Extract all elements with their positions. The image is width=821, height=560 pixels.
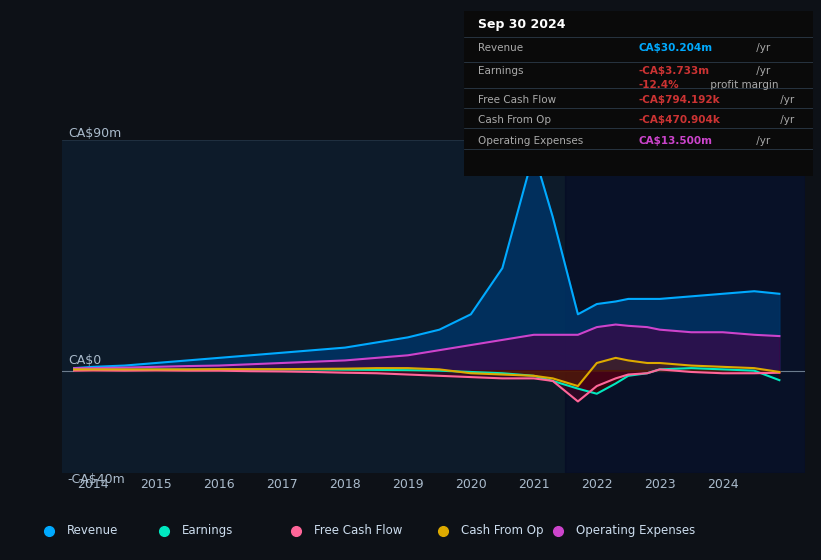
- Text: CA$0: CA$0: [68, 354, 101, 367]
- Text: /yr: /yr: [777, 95, 794, 105]
- Text: -CA$470.904k: -CA$470.904k: [639, 115, 720, 125]
- Text: CA$90m: CA$90m: [68, 127, 122, 140]
- Text: /yr: /yr: [754, 43, 771, 53]
- Text: Operating Expenses: Operating Expenses: [478, 136, 583, 146]
- Text: /yr: /yr: [754, 67, 771, 77]
- Text: CA$13.500m: CA$13.500m: [639, 136, 713, 146]
- Text: Earnings: Earnings: [182, 524, 234, 538]
- Text: -12.4%: -12.4%: [639, 80, 679, 90]
- Text: Cash From Op: Cash From Op: [461, 524, 544, 538]
- Text: Sep 30 2024: Sep 30 2024: [478, 18, 566, 31]
- Text: /yr: /yr: [754, 136, 771, 146]
- Text: Operating Expenses: Operating Expenses: [576, 524, 695, 538]
- Text: Revenue: Revenue: [478, 43, 523, 53]
- Text: Revenue: Revenue: [67, 524, 119, 538]
- Text: profit margin: profit margin: [708, 80, 779, 90]
- Text: Free Cash Flow: Free Cash Flow: [314, 524, 402, 538]
- Text: Earnings: Earnings: [478, 67, 523, 77]
- Text: /yr: /yr: [777, 115, 794, 125]
- Bar: [566, 140, 805, 473]
- Text: Free Cash Flow: Free Cash Flow: [478, 95, 556, 105]
- Text: -CA$40m: -CA$40m: [68, 473, 126, 486]
- Text: -CA$3.733m: -CA$3.733m: [639, 67, 709, 77]
- Text: Cash From Op: Cash From Op: [478, 115, 551, 125]
- Text: CA$30.204m: CA$30.204m: [639, 43, 713, 53]
- Text: -CA$794.192k: -CA$794.192k: [639, 95, 720, 105]
